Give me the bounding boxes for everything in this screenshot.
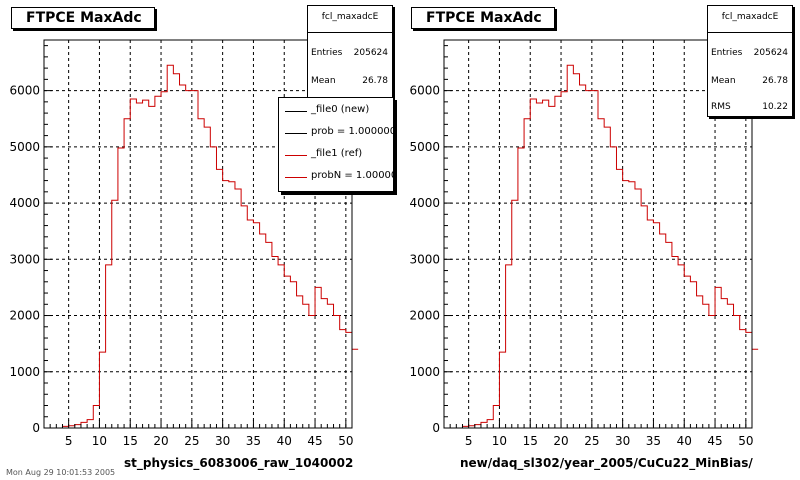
left-y-tick-label: 1000 — [9, 365, 40, 379]
legend-label-prob: prob = 1.000000 — [311, 126, 394, 137]
legend-entry-probn: probN = 1.000000 — [279, 166, 393, 188]
left-x-tick-label: 15 — [123, 434, 138, 448]
right-y-tick-label: 3000 — [409, 252, 440, 266]
right-stats-row-entries: Entries 205624 — [711, 48, 788, 60]
legend-label-file1: _file1 (ref) — [311, 148, 363, 159]
left-x-tick-label: 30 — [215, 434, 230, 448]
left-stats-divider — [308, 32, 392, 33]
left-stats-value-entries: 205624 — [353, 48, 388, 58]
left-y-tick-label: 4000 — [9, 196, 40, 210]
right-stats-box: fcl_maxadcE Entries 205624 Mean 26.78 RM… — [707, 5, 793, 117]
left-x-tick-label: 35 — [246, 434, 261, 448]
right-histogram-series — [444, 64, 759, 429]
right-plot-title: FTPCE MaxAdc — [411, 7, 555, 29]
right-y-tick-label: 4000 — [409, 196, 440, 210]
right-x-tick-label: 30 — [615, 434, 630, 448]
left-stats-box: fcl_maxadcE Entries 205624 Mean 26.78 — [307, 5, 393, 115]
right-y-tick-label: 6000 — [409, 84, 440, 98]
legend-line-file1 — [285, 155, 307, 156]
left-x-tick-label: 45 — [307, 434, 322, 448]
legend: _file0 (new) prob = 1.000000 _file1 (ref… — [278, 97, 394, 192]
left-x-tick-label: 10 — [92, 434, 107, 448]
left-y-tick-label: 0 — [32, 421, 40, 435]
legend-line-probn — [285, 177, 307, 178]
left-x-tick-label: 50 — [338, 434, 353, 448]
right-stats-divider — [708, 32, 792, 33]
right-stats-value-rms: 10.22 — [762, 102, 788, 112]
right-stats-row-rms: RMS 10.22 — [711, 102, 788, 114]
right-y-tick-label: 0 — [432, 421, 440, 435]
left-y-tick-label: 6000 — [9, 84, 40, 98]
right-stats-key-entries: Entries — [711, 48, 743, 58]
right-histogram-pad: 5 10 15 20 25 30 35 40 45 50 0 1000 2000 3000 4000 5000… — [400, 0, 800, 480]
left-x-tick-label: 5 — [65, 434, 73, 448]
left-x-tick-label: 40 — [277, 434, 292, 448]
right-stats-key-rms: RMS — [711, 102, 731, 112]
left-y-tick-label: 3000 — [9, 252, 40, 266]
right-plot-title-text: FTPCE MaxAdc — [426, 10, 542, 26]
right-stats-name: fcl_maxadcE — [721, 12, 779, 22]
legend-entry-file1: _file1 (ref) — [279, 144, 393, 166]
left-histogram-series — [44, 64, 359, 429]
left-plot-title: FTPCE MaxAdc — [11, 7, 155, 29]
left-x-axis-title: st_physics_6083006_raw_1040002 — [124, 456, 354, 470]
right-histogram-plot: 5 10 15 20 25 30 35 40 45 50 0 1000 2000 3000 4000 5000… — [409, 39, 759, 448]
right-x-tick-label: 40 — [677, 434, 692, 448]
right-stats-key-mean: Mean — [711, 76, 736, 86]
right-x-tick-label: 45 — [707, 434, 722, 448]
right-stats-value-entries: 205624 — [753, 48, 788, 58]
left-stats-value-mean: 26.78 — [362, 76, 388, 86]
left-stats-row-entries: Entries 205624 — [311, 48, 388, 60]
right-x-tick-label: 20 — [553, 434, 568, 448]
left-x-tick-label: 20 — [153, 434, 168, 448]
left-stats-row-mean: Mean 26.78 — [311, 76, 388, 88]
right-x-tick-label: 25 — [584, 434, 599, 448]
right-y-tick-label: 1000 — [409, 365, 440, 379]
left-histogram-plot: 5 10 15 20 25 30 35 40 45 50 0 1000 2000 3000 4000 5000… — [9, 39, 359, 448]
right-y-tick-label: 5000 — [409, 140, 440, 154]
right-x-tick-label: 35 — [646, 434, 661, 448]
right-x-tick-label: 5 — [465, 434, 473, 448]
legend-line-prob — [285, 133, 307, 134]
legend-entry-prob: prob = 1.000000 — [279, 122, 394, 144]
right-x-tick-label: 15 — [523, 434, 538, 448]
left-plot-title-text: FTPCE MaxAdc — [26, 10, 142, 26]
left-stats-key-entries: Entries — [311, 48, 343, 58]
left-histogram-pad: 5 10 15 20 25 30 35 40 45 50 0 1000 2000 3000 4000 5000… — [9, 5, 394, 470]
legend-entry-file0: _file0 (new) — [279, 100, 393, 122]
left-stats-name: fcl_maxadcE — [321, 12, 379, 22]
legend-label-probn: probN = 1.000000 — [311, 170, 393, 181]
legend-label-file0: _file0 (new) — [311, 104, 370, 115]
right-y-tick-label: 2000 — [409, 309, 440, 323]
timestamp-footer: Mon Aug 29 10:01:53 2005 — [6, 468, 116, 477]
left-x-tick-label: 25 — [184, 434, 199, 448]
right-x-tick-label: 10 — [492, 434, 507, 448]
right-x-axis-title: new/daq_sl302/year_2005/CuCu22_MinBias/ — [460, 456, 753, 470]
right-stats-row-mean: Mean 26.78 — [711, 76, 788, 88]
legend-line-file0 — [285, 111, 307, 112]
right-stats-value-mean: 26.78 — [762, 76, 788, 86]
left-y-tick-label: 2000 — [9, 309, 40, 323]
right-x-tick-label: 50 — [738, 434, 753, 448]
left-stats-key-mean: Mean — [311, 76, 336, 86]
left-y-tick-label: 5000 — [9, 140, 40, 154]
